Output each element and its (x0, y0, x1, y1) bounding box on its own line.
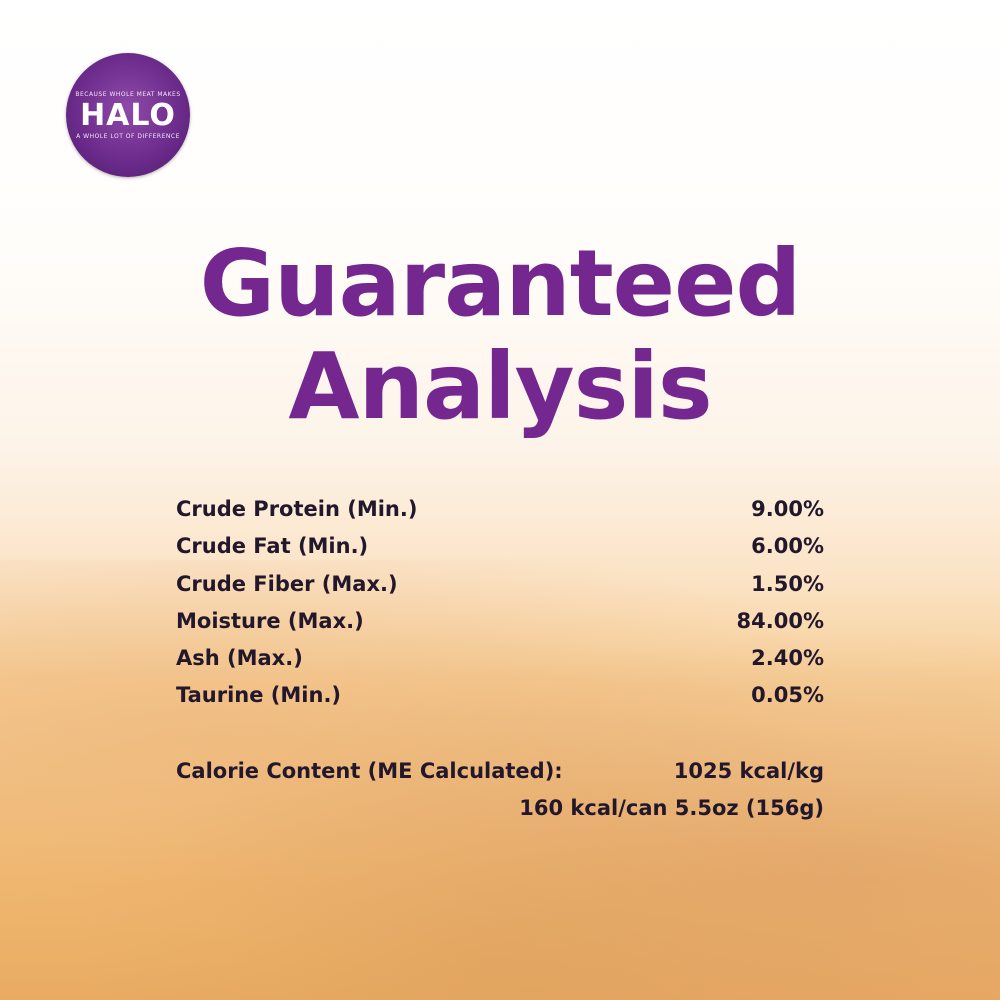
title-line-1: Guaranteed (199, 230, 802, 337)
calorie-label: Calorie Content (ME Calculated): (176, 759, 563, 783)
table-row: Moisture (Max.) 84.00% (176, 609, 824, 646)
analysis-table: Crude Protein (Min.) 9.00% Crude Fat (Min… (176, 497, 824, 721)
row-label: Ash (Max.) (176, 646, 303, 671)
table-row: Ash (Max.) 2.40% (176, 646, 824, 683)
table-row: Crude Fiber (Max.) 1.50% (176, 572, 824, 609)
row-label: Crude Protein (Min.) (176, 497, 418, 521)
table-row: Crude Protein (Min.) 9.00% (176, 497, 824, 534)
table-row: Crude Fat (Min.) 6.00% (176, 534, 824, 571)
row-value: 9.00% (751, 497, 824, 521)
row-label: Taurine (Min.) (176, 683, 342, 708)
row-value: 0.05% (751, 683, 824, 708)
row-value: 2.40% (751, 646, 824, 671)
row-label: Crude Fiber (Max.) (176, 571, 398, 596)
title-line-2: Analysis (288, 333, 712, 440)
row-label: Crude Fat (Min.) (176, 534, 369, 559)
page-title: Guaranteed Analysis (0, 232, 1000, 438)
row-label: Moisture (Max.) (176, 608, 364, 633)
row-value: 1.50% (751, 571, 824, 596)
calorie-per-kg: 1025 kcal/kg (673, 759, 824, 783)
calorie-content: Calorie Content (ME Calculated): 1025 kca… (176, 759, 824, 820)
row-value: 6.00% (751, 534, 824, 559)
table-row: Taurine (Min.) 0.05% (176, 683, 824, 720)
calorie-per-can: 160 kcal/can 5.5oz (156g) (519, 796, 824, 820)
halo-logo: BECAUSE WHOLE MEAT MAKES HALO A WHOLE LO… (66, 53, 190, 177)
row-value: 84.00% (736, 608, 824, 633)
logo-tagline-top: BECAUSE WHOLE MEAT MAKES (75, 90, 181, 98)
logo-brand: HALO (80, 97, 176, 133)
logo-tagline-bottom: A WHOLE LOT OF DIFFERENCE (76, 132, 180, 140)
background-landscape (0, 560, 1000, 1000)
